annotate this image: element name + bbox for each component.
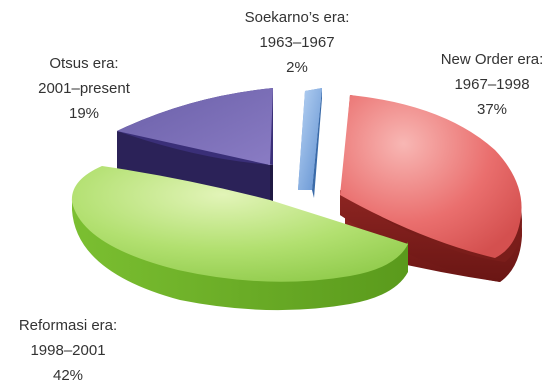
slice-label-otsus-line3: 19% — [69, 105, 99, 122]
slice-label-new-order: New Order era: 1967–1998 37% — [441, 51, 544, 118]
pie-slice-reformasi — [71, 166, 408, 311]
pie-slice-otsus — [117, 88, 273, 205]
slice-label-soekarno: Soekarno’s era: 1963–1967 2% — [245, 9, 350, 76]
slice-label-otsus: Otsus era: 2001–present 19% — [38, 55, 131, 122]
slice-label-reformasi: Reformasi era: 1998–2001 42% — [19, 317, 117, 384]
pie-slice-soekarno — [298, 88, 322, 198]
slice-label-soekarno-line3: 2% — [286, 59, 308, 76]
slice-label-reformasi-line3: 42% — [53, 367, 83, 384]
slice-label-new-order-line2: 1967–1998 — [454, 76, 529, 93]
slice-label-otsus-line1: Otsus era: — [49, 55, 118, 72]
slice-label-soekarno-line2: 1963–1967 — [259, 34, 334, 51]
slice-label-soekarno-line1: Soekarno’s era: — [245, 9, 350, 26]
slice-label-reformasi-line2: 1998–2001 — [30, 342, 105, 359]
slice-label-new-order-line3: 37% — [477, 101, 507, 118]
slice-label-new-order-line1: New Order era: — [441, 51, 544, 68]
slice-label-otsus-line2: 2001–present — [38, 80, 131, 97]
slice-label-reformasi-line1: Reformasi era: — [19, 317, 117, 334]
